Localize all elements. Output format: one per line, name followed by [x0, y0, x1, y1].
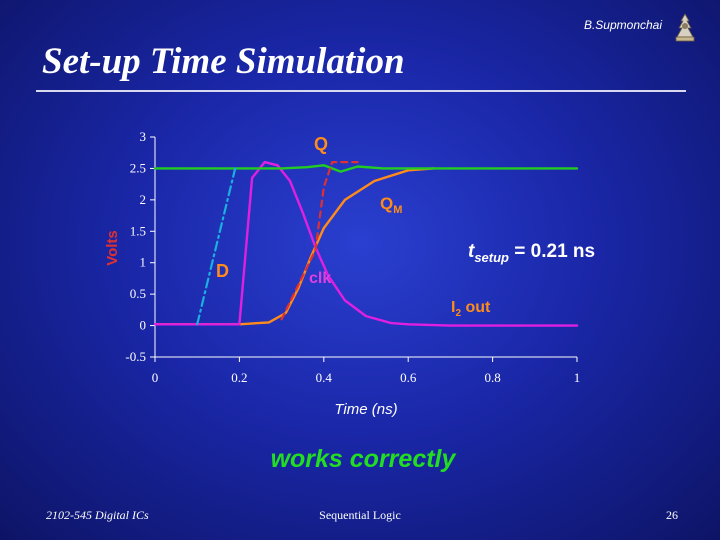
clk-label: clk	[309, 270, 331, 287]
x-axis-label: Time (ns)	[334, 401, 397, 418]
works-correctly-note: works correctly	[270, 445, 456, 473]
x-tick-label: 0	[152, 370, 159, 385]
y-tick-label: 0	[140, 318, 147, 333]
footer-topic: Sequential Logic	[319, 508, 401, 522]
y-tick-label: -0.5	[125, 349, 146, 364]
plot-lines	[153, 160, 579, 327]
chart-axes: 3 2.5 2 1.5 1 0.5 0 -0.5 0 0.2 0.4 0.6 0.8 1	[125, 129, 580, 385]
university-seal-icon	[675, 13, 695, 42]
y-tick-label: 3	[140, 129, 147, 144]
series-line-q	[153, 164, 579, 173]
y-axis-label: Volts	[104, 230, 121, 266]
y-tick-label: 2.5	[130, 160, 146, 175]
x-tick-label: 0.8	[484, 370, 500, 385]
title-divider	[36, 90, 686, 92]
y-tick-label: 2	[140, 192, 147, 207]
page-number: 26	[666, 508, 678, 522]
tsetup-annotation: tsetup = 0.21 ns	[468, 241, 595, 265]
y-tick-label: 0.5	[130, 286, 146, 301]
slide-title: Set-up Time Simulation	[42, 41, 405, 82]
author-name: B.Supmonchai	[583, 18, 662, 32]
d-label: D	[216, 261, 229, 281]
series-line-d	[196, 167, 237, 326]
x-tick-label: 0.6	[400, 370, 417, 385]
footer-course: 2102-545 Digital ICs	[46, 508, 149, 522]
y-tick-label: 1	[140, 255, 147, 270]
qm-label: QM	[380, 194, 402, 216]
i2-out-label: I2 out	[451, 299, 491, 319]
q-label: Q	[314, 134, 328, 154]
x-tick-label: 0.4	[316, 370, 333, 385]
y-tick-label: 1.5	[130, 223, 146, 238]
x-tick-label: 0.2	[231, 370, 247, 385]
series-line-clk	[280, 161, 359, 321]
x-tick-label: 1	[574, 370, 581, 385]
